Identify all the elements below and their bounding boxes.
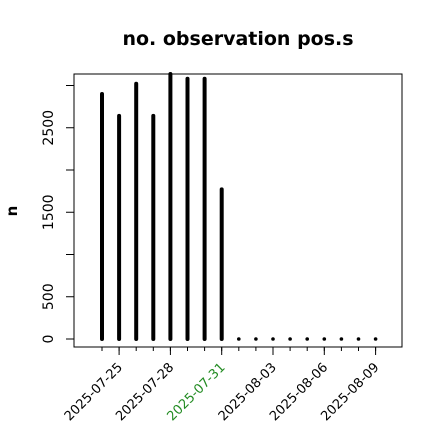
y-tick-label-1500: 1500 (41, 194, 57, 230)
x-axis: 2025-07-252025-07-282025-07-312025-08-03… (62, 347, 382, 424)
bar-2025-08-04 (288, 337, 292, 341)
y-axis-label: n (3, 206, 21, 217)
plot-area (73, 73, 403, 348)
bar-2025-08-03 (271, 337, 275, 341)
y-axis: 0 500 1500 2500 (41, 85, 74, 344)
y-tick-label-500: 500 (41, 283, 57, 310)
bar-2025-08-05 (305, 337, 310, 341)
bar-2025-08-01 (237, 337, 241, 341)
bar-2025-08-08 (356, 337, 361, 341)
y-tick-label-2500: 2500 (41, 110, 57, 146)
bar-2025-08-09 (373, 337, 378, 341)
bar-2025-08-06 (322, 337, 327, 341)
bar-2025-08-07 (339, 337, 344, 341)
bars-group (100, 72, 378, 341)
y-tick-label-0: 0 (41, 335, 57, 344)
chart-title: no. observation pos.s (122, 28, 353, 50)
bar-2025-08-02 (254, 337, 258, 341)
